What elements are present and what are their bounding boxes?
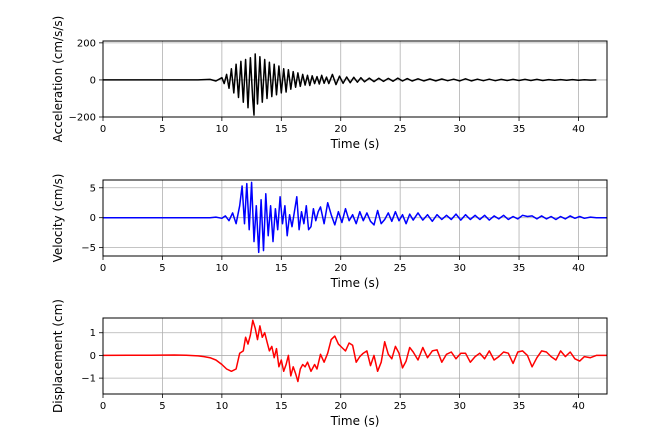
x-tick-label: 30: [453, 401, 466, 412]
y-tick-label: 200: [77, 38, 96, 49]
x-tick-label: 20: [334, 263, 347, 274]
x-tick-label: 20: [334, 124, 347, 135]
x-tick-label: 15: [275, 263, 288, 274]
y-axis-title: Velocity (cm/s): [51, 174, 65, 263]
y-axis-title: Acceleration (cm/s/s): [51, 16, 65, 143]
axes-frame: [102, 317, 608, 395]
x-tick-label: 40: [572, 263, 585, 274]
x-tick-label: 25: [394, 124, 407, 135]
x-axis-title: Time (s): [330, 276, 380, 290]
x-axis-title: Time (s): [330, 137, 380, 151]
x-tick-label: 0: [100, 401, 106, 412]
acceleration-series-line: [103, 53, 597, 116]
x-tick-label: 35: [513, 263, 526, 274]
y-tick-label: −5: [81, 243, 96, 254]
x-tick-label: 10: [216, 263, 229, 274]
y-tick-label: 1: [90, 328, 96, 339]
x-tick-label: 40: [572, 401, 585, 412]
x-axis-title: Time (s): [330, 414, 380, 428]
y-tick-label: −200: [69, 113, 96, 124]
y-tick-label: −1: [81, 374, 96, 385]
x-tick-label: 30: [453, 263, 466, 274]
axes-frame: [102, 40, 608, 118]
x-tick-label: 20: [334, 401, 347, 412]
velocity-series-line: [103, 181, 607, 254]
x-tick-label: 15: [275, 124, 288, 135]
x-tick-label: 15: [275, 401, 288, 412]
x-tick-label: 0: [100, 124, 106, 135]
x-tick-label: 5: [159, 401, 165, 412]
y-tick-label: 0: [90, 351, 96, 362]
x-tick-label: 35: [513, 124, 526, 135]
x-tick-label: 5: [159, 124, 165, 135]
y-axis-title: Displacement (cm): [51, 299, 65, 413]
velocity-panel: 0 5 10 15 20 25 30 35 40 −5 0 5 Time (s) Velocity (cm…: [51, 174, 608, 290]
y-tick-label: 5: [90, 183, 96, 194]
displacement-series-line: [102, 319, 607, 383]
y-tick-label: 0: [90, 213, 96, 224]
acceleration-panel: 0 5 10 15 20 25 30 35 40 −200 0 200 Time (s) Accelera…: [51, 16, 608, 151]
x-tick-label: 0: [100, 263, 106, 274]
x-tick-label: 35: [513, 401, 526, 412]
x-tick-label: 30: [453, 124, 466, 135]
displacement-panel: 0 5 10 15 20 25 30 35 40 −1 0 1 Time (s) Displacement…: [51, 299, 608, 428]
x-tick-label: 25: [394, 401, 407, 412]
x-tick-label: 10: [216, 401, 229, 412]
y-tick-label: 0: [90, 75, 96, 86]
x-tick-label: 25: [394, 263, 407, 274]
x-tick-label: 10: [216, 124, 229, 135]
x-tick-label: 5: [159, 263, 165, 274]
x-tick-label: 40: [572, 124, 585, 135]
